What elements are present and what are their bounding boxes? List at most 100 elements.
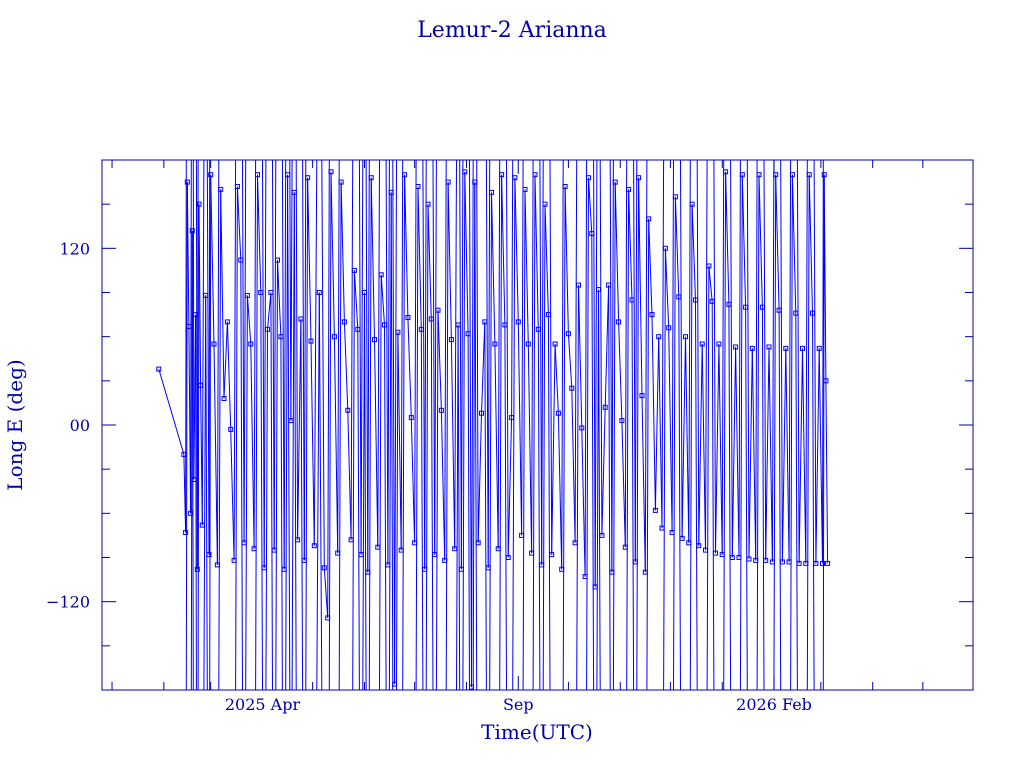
data-point: [739, 172, 745, 178]
data-point: [351, 267, 357, 273]
data-point: [448, 337, 454, 343]
series-line-segment: [388, 192, 392, 691]
data-point: [823, 378, 829, 384]
series-line-segment: [272, 159, 275, 551]
series-line-segment: [609, 159, 613, 573]
data-point: [726, 301, 732, 307]
series-line-segment: [688, 159, 691, 543]
data-point: [703, 547, 708, 553]
series-line-segment: [674, 196, 680, 297]
data-point: [362, 290, 367, 295]
data-point: [395, 329, 401, 335]
series-line-segment: [198, 204, 202, 386]
data-point: [214, 562, 220, 568]
series-line-segment: [695, 299, 698, 691]
data-point: [679, 535, 685, 541]
data-point: [188, 510, 194, 516]
data-point: [783, 345, 789, 351]
series-line-segment: [287, 174, 291, 691]
series-line-segment: [773, 174, 777, 691]
series-line-segment: [680, 159, 683, 539]
data-point: [482, 319, 488, 325]
series-line-segment: [313, 159, 318, 546]
chart-title: Lemur-2 Arianna: [417, 18, 607, 43]
data-point: [539, 562, 545, 568]
data-point: [234, 184, 240, 189]
data-point: [515, 319, 521, 325]
series-line-segment: [561, 159, 564, 570]
series-line-segment: [233, 159, 237, 561]
series-line-segment: [310, 341, 315, 546]
data-point: [469, 684, 474, 690]
series-line-segment: [270, 292, 273, 691]
series-line-segment: [738, 159, 741, 558]
data-point: [532, 172, 538, 178]
series-line-segment: [746, 159, 750, 560]
data-point: [305, 175, 311, 181]
series-line-segment: [696, 159, 700, 546]
series-line-segment: [404, 174, 409, 318]
data-point: [803, 560, 809, 566]
data-point: [576, 282, 581, 288]
data-point: [335, 550, 341, 556]
series-line-segment: [551, 343, 556, 555]
data-point: [632, 559, 638, 565]
series-line-segment: [601, 407, 606, 536]
data-point: [709, 298, 715, 304]
series-line-segment: [571, 388, 576, 543]
series-line-segment: [435, 310, 439, 691]
data-point: [763, 557, 769, 563]
series-line-segment: [631, 299, 635, 691]
data-point: [392, 681, 398, 687]
series-line-segment: [186, 182, 190, 327]
data-point: [589, 231, 595, 237]
data-point: [683, 334, 688, 340]
data-point: [706, 263, 712, 269]
series-line-segment: [541, 159, 544, 565]
series-line-segment: [822, 174, 825, 691]
series-line-segment: [664, 248, 670, 328]
data-point: [422, 566, 428, 572]
series-line-segment: [604, 285, 610, 408]
x-axis-label: Time(UTC): [481, 720, 593, 744]
series-line-segment: [417, 186, 422, 330]
series-line-segment: [434, 159, 437, 555]
series-line-segment: [618, 321, 623, 421]
data-point: [181, 451, 187, 457]
data-point: [298, 316, 304, 322]
series-line-segment: [245, 295, 248, 691]
series-line-segment: [364, 292, 367, 691]
series-line-segment: [397, 332, 402, 551]
series-line-segment: [673, 196, 676, 691]
series-line-segment: [698, 343, 703, 546]
data-point: [542, 201, 548, 207]
data-point: [385, 562, 391, 568]
series-line-segment: [384, 324, 387, 691]
series-line-segment: [812, 313, 815, 691]
data-point: [569, 385, 575, 391]
data-point: [489, 189, 494, 195]
data-point: [415, 184, 421, 189]
series-line-segment: [323, 567, 329, 618]
series-line-segment: [267, 292, 272, 330]
data-point: [696, 543, 702, 549]
data-point: [438, 407, 444, 413]
data-point: [810, 310, 815, 316]
data-point: [465, 331, 471, 337]
data-point: [355, 326, 361, 332]
series-line-segment: [337, 159, 340, 554]
series-line-segment: [407, 317, 412, 418]
series-line-segment: [522, 189, 526, 691]
data-point: [736, 555, 742, 560]
series-line-segment: [567, 333, 573, 389]
data-point: [689, 201, 695, 207]
data-point: [759, 304, 765, 310]
data-point: [382, 322, 387, 328]
series-line-segment: [379, 274, 382, 691]
data-point: [228, 426, 234, 432]
data-point: [806, 172, 812, 178]
series-line-segment: [196, 159, 199, 570]
series-line-segment: [586, 177, 589, 691]
data-point: [238, 257, 244, 263]
series-line-segment: [328, 171, 332, 691]
